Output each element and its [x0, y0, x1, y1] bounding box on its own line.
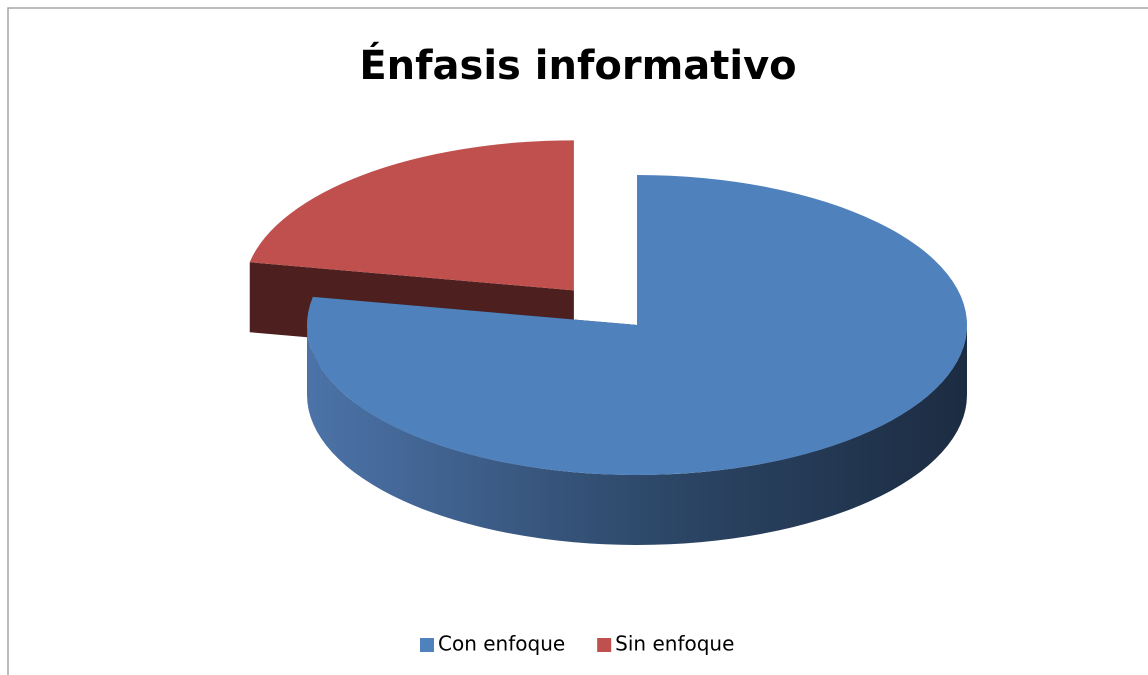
legend-label: Sin enfoque [615, 632, 734, 656]
legend-swatch [420, 638, 434, 652]
slice-side [307, 325, 967, 545]
legend-swatch [597, 638, 612, 652]
slice [307, 175, 967, 476]
slice [249, 140, 574, 291]
legend-label: Con enfoque [438, 632, 565, 656]
chart-title: Énfasis informativo [359, 41, 796, 89]
